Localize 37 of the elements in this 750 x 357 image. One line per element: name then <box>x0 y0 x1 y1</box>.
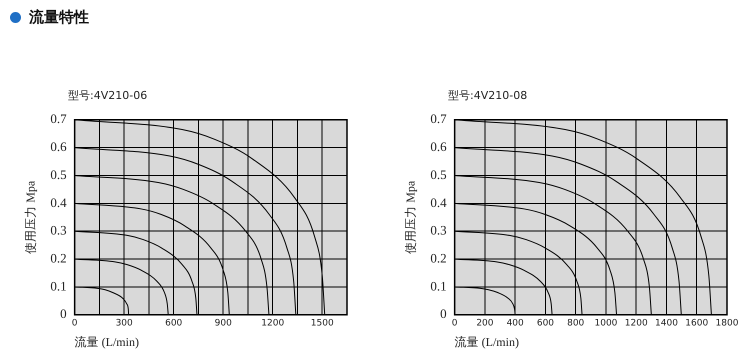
x-tick-label: 1600 <box>685 318 708 329</box>
x-tick-label: 1200 <box>624 318 648 329</box>
x-tick-label: 1500 <box>310 318 334 329</box>
x-axis-title: 流量 (L/min) <box>74 334 139 349</box>
y-axis-title: 使用压力 Mpa <box>23 180 38 254</box>
y-tick-label: 0.5 <box>50 166 67 182</box>
x-tick-label: 1800 <box>716 318 739 329</box>
y-tick-label: 0.4 <box>430 194 448 210</box>
chart-subtitle: 型号:4V210-08 <box>448 88 528 104</box>
y-tick-label: 0.5 <box>430 166 447 182</box>
x-tick-label: 1400 <box>655 318 678 329</box>
y-tick-label: 0.2 <box>430 250 447 266</box>
x-tick-label: 600 <box>536 318 554 329</box>
x-tick-label: 200 <box>476 318 494 329</box>
y-tick-label: 0.3 <box>430 222 447 238</box>
y-tick-label: 0.2 <box>50 250 67 266</box>
x-tick-label: 800 <box>567 318 585 329</box>
x-tick-label: 0 <box>452 318 458 329</box>
chart-title: 流量特性 <box>29 8 89 27</box>
y-tick-label: 0.4 <box>50 194 68 210</box>
y-tick-label: 0.1 <box>50 278 67 294</box>
y-tick-label: 0.6 <box>430 139 448 154</box>
y-tick-label: 0.3 <box>50 222 67 238</box>
x-tick-label: 400 <box>506 318 524 329</box>
y-tick-label: 0.7 <box>50 111 68 126</box>
chart-subtitle: 型号:4V210-06 <box>68 88 148 104</box>
x-tick-label: 1000 <box>594 318 618 329</box>
y-axis-title: 使用压力 Mpa <box>403 180 418 254</box>
y-tick-label: 0.7 <box>430 111 448 126</box>
x-tick-label: 900 <box>214 318 232 329</box>
y-tick-label: 0.6 <box>50 139 68 154</box>
x-tick-label: 0 <box>72 318 78 329</box>
x-tick-label: 1200 <box>261 318 284 329</box>
x-tick-label: 600 <box>165 318 183 329</box>
x-tick-label: 300 <box>116 318 134 329</box>
y-tick-label: 0.1 <box>430 278 447 294</box>
x-axis-title: 流量 (L/min) <box>454 334 519 349</box>
